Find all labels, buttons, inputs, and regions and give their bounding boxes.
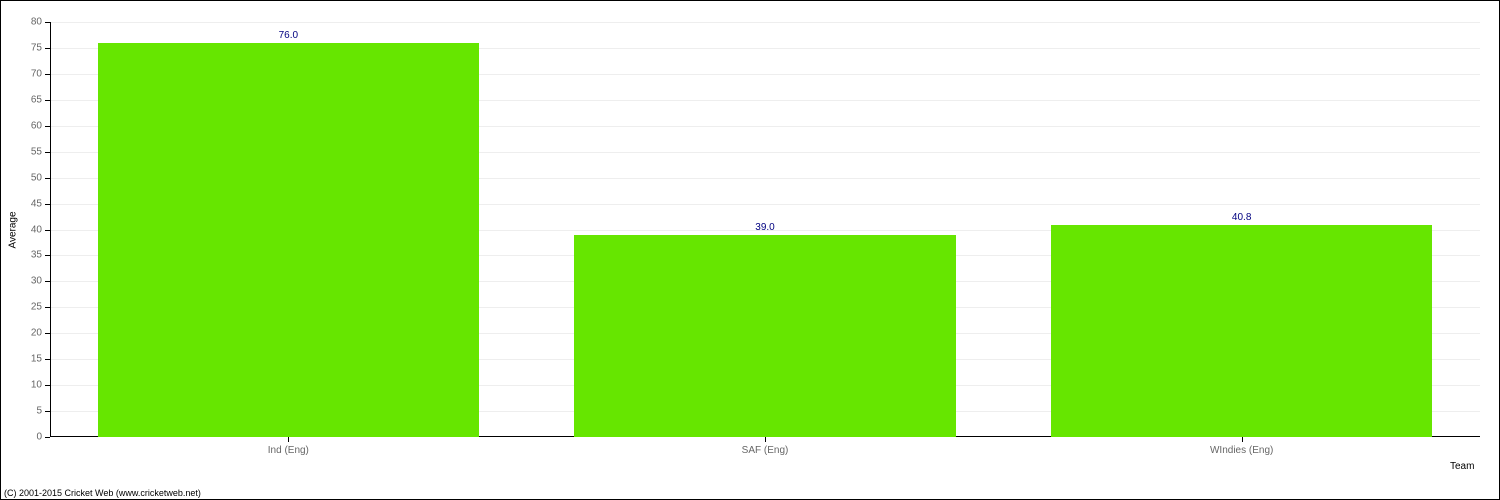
y-tick	[45, 333, 50, 334]
y-tick-label: 75	[31, 42, 42, 53]
y-tick	[45, 437, 50, 438]
y-tick	[45, 48, 50, 49]
y-tick-label: 65	[31, 94, 42, 105]
x-tick-label: SAF (Eng)	[742, 445, 789, 456]
y-axis-line	[50, 22, 51, 437]
x-tick-label: WIndies (Eng)	[1210, 445, 1273, 456]
y-tick	[45, 204, 50, 205]
bar-value-label: 39.0	[755, 222, 774, 233]
x-tick	[765, 437, 766, 442]
bar-value-label: 76.0	[279, 30, 298, 41]
y-tick-label: 80	[31, 17, 42, 28]
y-axis-title: Average	[8, 211, 19, 248]
y-tick-label: 35	[31, 250, 42, 261]
gridline	[50, 22, 1480, 23]
y-tick	[45, 100, 50, 101]
y-tick	[45, 178, 50, 179]
y-tick-label: 30	[31, 276, 42, 287]
y-tick	[45, 230, 50, 231]
y-tick-label: 20	[31, 328, 42, 339]
plot-area: 05101520253035404550556065707580 Ind (En…	[50, 22, 1480, 437]
y-tick	[45, 152, 50, 153]
y-tick	[45, 255, 50, 256]
y-tick-label: 5	[36, 406, 42, 417]
y-tick	[45, 359, 50, 360]
bar	[98, 43, 479, 437]
y-tick-label: 55	[31, 146, 42, 157]
x-tick	[1242, 437, 1243, 442]
y-tick	[45, 411, 50, 412]
y-tick	[45, 74, 50, 75]
y-tick-label: 45	[31, 198, 42, 209]
y-tick-label: 15	[31, 354, 42, 365]
footer-copyright: (C) 2001-2015 Cricket Web (www.cricketwe…	[4, 488, 201, 498]
y-tick-label: 70	[31, 68, 42, 79]
y-tick-label: 0	[36, 432, 42, 443]
y-tick-label: 10	[31, 380, 42, 391]
x-tick-label: Ind (Eng)	[268, 445, 309, 456]
bar	[574, 235, 955, 437]
y-tick	[45, 307, 50, 308]
bar-value-label: 40.8	[1232, 212, 1251, 223]
y-tick	[45, 126, 50, 127]
y-tick-label: 50	[31, 172, 42, 183]
bar	[1051, 225, 1432, 437]
y-tick-label: 60	[31, 120, 42, 131]
y-tick	[45, 22, 50, 23]
y-tick	[45, 281, 50, 282]
y-tick-label: 40	[31, 224, 42, 235]
y-tick-label: 25	[31, 302, 42, 313]
x-tick	[288, 437, 289, 442]
x-axis-title: Team	[1450, 461, 1474, 472]
y-tick	[45, 385, 50, 386]
